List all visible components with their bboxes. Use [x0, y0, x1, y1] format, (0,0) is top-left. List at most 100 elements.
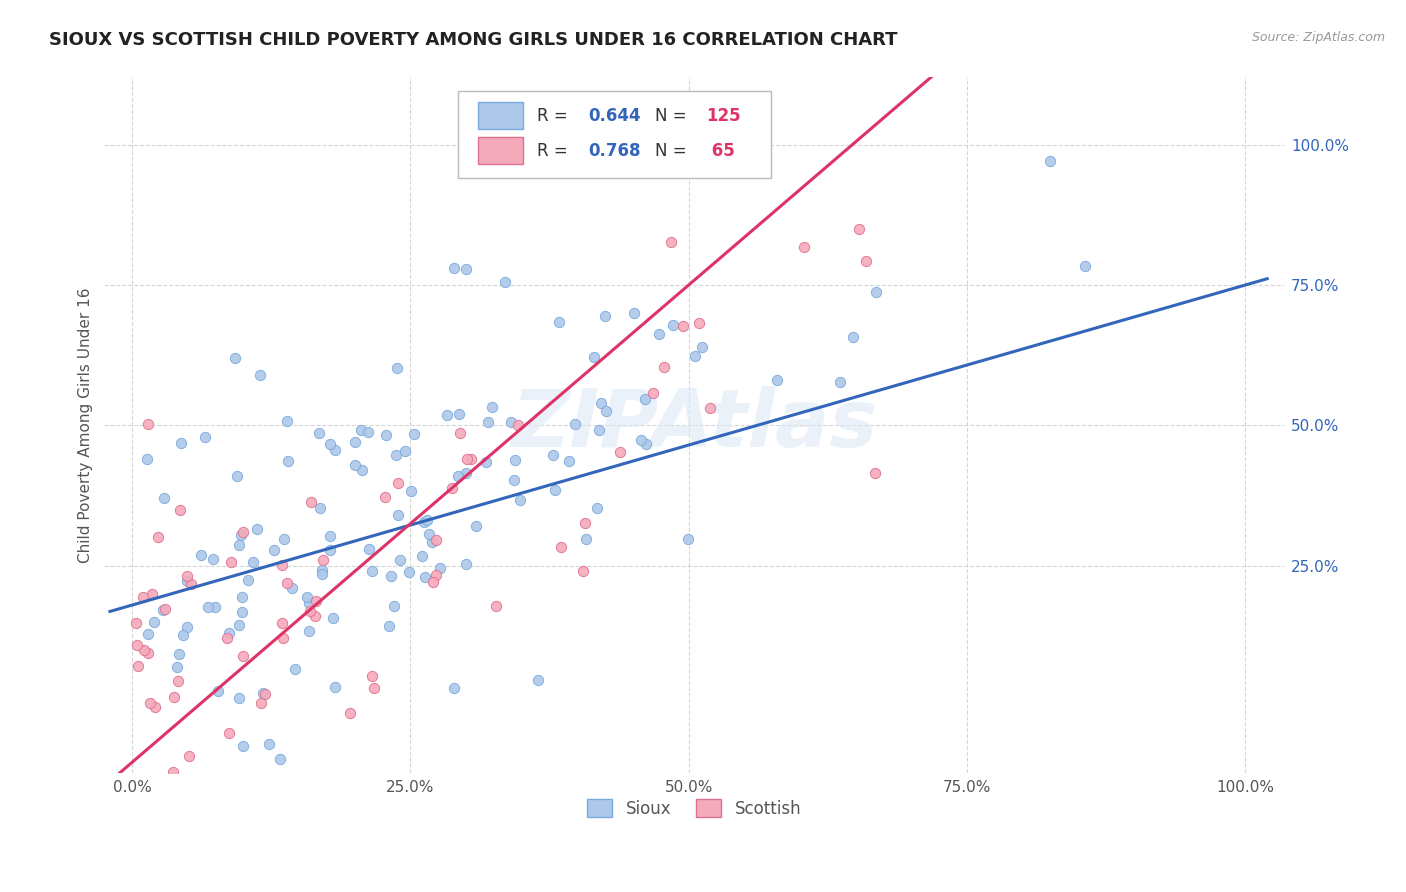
Point	[564, 417, 586, 431]
Point	[176, 620, 198, 634]
Text: R =: R =	[537, 142, 574, 160]
Point	[481, 400, 503, 414]
Point	[218, 626, 240, 640]
Text: 65: 65	[706, 142, 735, 160]
Point	[270, 615, 292, 630]
Point	[465, 519, 488, 533]
Point	[575, 532, 598, 546]
Point	[339, 706, 361, 721]
Point	[456, 451, 478, 466]
Point	[557, 453, 579, 467]
Point	[447, 469, 470, 483]
Point	[295, 590, 318, 604]
Point	[304, 609, 326, 624]
Text: 125: 125	[706, 107, 741, 125]
Point	[641, 386, 664, 401]
Point	[475, 455, 498, 469]
Point	[169, 647, 191, 661]
Point	[229, 528, 252, 542]
Point	[319, 542, 342, 557]
Point	[550, 540, 572, 554]
Point	[132, 642, 155, 657]
Point	[494, 275, 516, 289]
Point	[429, 560, 451, 574]
Point	[134, 793, 156, 807]
Point	[357, 425, 380, 439]
Point	[138, 696, 160, 710]
Point	[298, 596, 321, 610]
Point	[690, 340, 713, 354]
Point	[322, 611, 344, 625]
Point	[876, 64, 898, 78]
Point	[162, 765, 184, 780]
Point	[766, 373, 789, 387]
Point	[311, 553, 333, 567]
Point	[215, 631, 238, 645]
Point	[436, 408, 458, 422]
Point	[623, 306, 645, 320]
Point	[169, 503, 191, 517]
Point	[659, 235, 682, 250]
Point	[136, 627, 159, 641]
Point	[238, 574, 260, 588]
Point	[634, 392, 657, 406]
Point	[141, 587, 163, 601]
Point	[221, 555, 243, 569]
Point	[387, 508, 409, 523]
Point	[477, 415, 499, 429]
Point	[311, 566, 333, 581]
Point	[505, 453, 527, 467]
Point	[865, 467, 887, 481]
Legend: Sioux, Scottish: Sioux, Scottish	[581, 793, 808, 824]
Point	[449, 425, 471, 440]
Point	[179, 748, 201, 763]
Point	[319, 437, 342, 451]
Point	[385, 448, 408, 462]
Point	[350, 423, 373, 437]
Point	[249, 696, 271, 710]
Point	[232, 649, 254, 664]
Point	[127, 658, 149, 673]
Text: R =: R =	[537, 107, 574, 125]
Point	[152, 491, 174, 505]
Point	[166, 660, 188, 674]
Text: N =: N =	[655, 142, 692, 160]
Point	[394, 443, 416, 458]
Point	[344, 458, 367, 473]
Point	[204, 599, 226, 614]
Point	[413, 515, 436, 529]
Point	[309, 501, 332, 516]
Point	[440, 481, 463, 495]
Point	[202, 551, 225, 566]
Point	[413, 570, 436, 584]
Point	[456, 466, 478, 480]
Point	[595, 404, 617, 418]
Point	[242, 555, 264, 569]
Point	[527, 673, 550, 688]
Point	[357, 542, 380, 557]
Point	[387, 361, 409, 376]
Point	[143, 615, 166, 630]
Point	[249, 368, 271, 383]
Point	[276, 414, 298, 428]
Point	[389, 553, 412, 567]
Point	[325, 680, 347, 694]
Point	[443, 261, 465, 276]
Point	[456, 557, 478, 571]
Point	[132, 591, 155, 605]
Point	[363, 681, 385, 695]
Point	[402, 426, 425, 441]
Point	[125, 638, 148, 652]
Point	[231, 605, 253, 619]
Point	[318, 528, 340, 542]
Point	[344, 434, 367, 449]
Point	[146, 531, 169, 545]
Text: 0.644: 0.644	[588, 107, 641, 125]
Point	[125, 616, 148, 631]
Point	[699, 401, 721, 415]
Point	[231, 590, 253, 604]
Point	[232, 739, 254, 754]
Point	[418, 526, 440, 541]
Point	[425, 533, 447, 547]
Point	[582, 351, 605, 365]
